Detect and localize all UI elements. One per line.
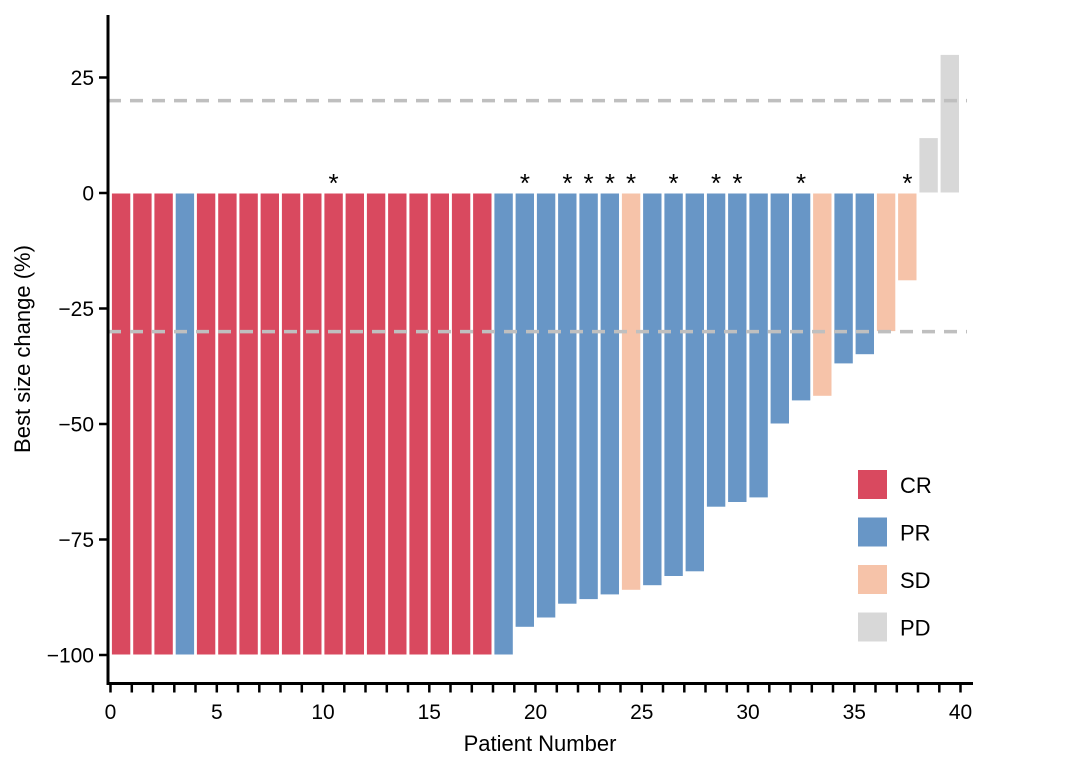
- patient-bar: [302, 192, 323, 656]
- legend-swatch-pr: [858, 517, 887, 547]
- asterisk-annotation: *: [669, 168, 679, 198]
- y-tick-label: −100: [47, 645, 94, 668]
- x-axis-title: Patient Number: [464, 731, 617, 756]
- y-axis-title: Best size change (%): [10, 245, 35, 453]
- x-tick-label: 10: [311, 701, 334, 724]
- asterisk-annotation: *: [329, 168, 339, 198]
- patient-bar: [323, 192, 344, 656]
- patient-bar: [578, 192, 599, 601]
- asterisk-annotation: *: [584, 168, 594, 198]
- legend-label-sd: SD: [900, 568, 931, 593]
- patient-bar: [472, 192, 493, 656]
- x-tick-label: 20: [524, 701, 547, 724]
- patient-bar: [514, 192, 535, 628]
- patient-bar: [344, 192, 366, 656]
- legend-swatch-cr: [858, 470, 887, 499]
- patient-bar: [280, 192, 302, 656]
- y-tick-label: −25: [58, 298, 94, 321]
- asterisk-annotation: *: [902, 168, 912, 198]
- patient-bar: [110, 192, 132, 656]
- patient-bar: [727, 192, 748, 503]
- x-tick-label: 15: [418, 701, 441, 724]
- legend-swatch-sd: [858, 565, 887, 594]
- y-tick-label: −75: [58, 529, 94, 552]
- patient-bar: [642, 192, 663, 587]
- patient-bar: [557, 192, 578, 605]
- patient-bar: [620, 192, 642, 591]
- patient-bar: [854, 192, 875, 356]
- axes-layer: 25 0 −25 −50 −75 −100 0 5 10 15 20 25 30 35 40: [47, 15, 973, 724]
- legend-label-cr: CR: [900, 473, 932, 498]
- x-tick-label: 40: [949, 701, 972, 724]
- bars-layer: [110, 53, 960, 656]
- y-tick-label: −50: [58, 414, 94, 437]
- legend-label-pd: PD: [900, 616, 931, 641]
- patient-bar: [365, 192, 387, 656]
- patient-bar: [450, 192, 472, 656]
- patient-bar: [259, 192, 281, 656]
- patient-bar: [195, 192, 217, 656]
- patient-bar: [153, 192, 174, 656]
- asterisk-annotation: *: [796, 168, 806, 198]
- patient-bar: [387, 192, 408, 656]
- patient-bar: [599, 192, 620, 596]
- patient-bar: [790, 192, 812, 402]
- y-tick-label: 25: [71, 67, 94, 90]
- asterisk-annotation: *: [605, 168, 615, 198]
- asterisk-annotation: *: [711, 168, 721, 198]
- patient-bar: [875, 192, 897, 333]
- patient-bar: [684, 192, 705, 573]
- patient-bar: [918, 137, 939, 194]
- asterisk-annotation: *: [626, 168, 636, 198]
- legend-label-pr: PR: [900, 521, 931, 546]
- patient-bar: [897, 192, 918, 282]
- patient-bar: [535, 192, 557, 619]
- patient-bar: [812, 192, 833, 397]
- patient-bar: [493, 192, 514, 656]
- legend-swatch-pd: [858, 612, 887, 642]
- asterisk-annotation: *: [732, 168, 742, 198]
- x-tick-label: 25: [630, 701, 653, 724]
- x-tick-label: 5: [211, 701, 223, 724]
- x-tick-label: 35: [843, 701, 866, 724]
- patient-bar: [429, 192, 451, 656]
- annotations-layer: * * * * * * * * * * *: [329, 168, 913, 198]
- patient-bar: [769, 192, 790, 425]
- reference-lines-layer: [108, 98, 967, 334]
- legend: CR PR SD PD: [858, 470, 932, 642]
- patient-bar: [748, 192, 769, 499]
- patient-bar: [238, 192, 259, 656]
- patient-bar: [705, 192, 727, 508]
- asterisk-annotation: *: [562, 168, 572, 198]
- x-tick-label: 0: [105, 701, 117, 724]
- patient-bar: [939, 53, 960, 194]
- patient-bar: [408, 192, 429, 656]
- patient-bar: [663, 192, 684, 577]
- patient-bar: [132, 192, 153, 656]
- y-tick-label: 0: [82, 183, 94, 206]
- x-tick-label: 30: [736, 701, 759, 724]
- patient-bar: [217, 192, 238, 656]
- patient-bar: [174, 192, 196, 656]
- asterisk-annotation: *: [520, 168, 530, 198]
- patient-bar: [833, 192, 854, 365]
